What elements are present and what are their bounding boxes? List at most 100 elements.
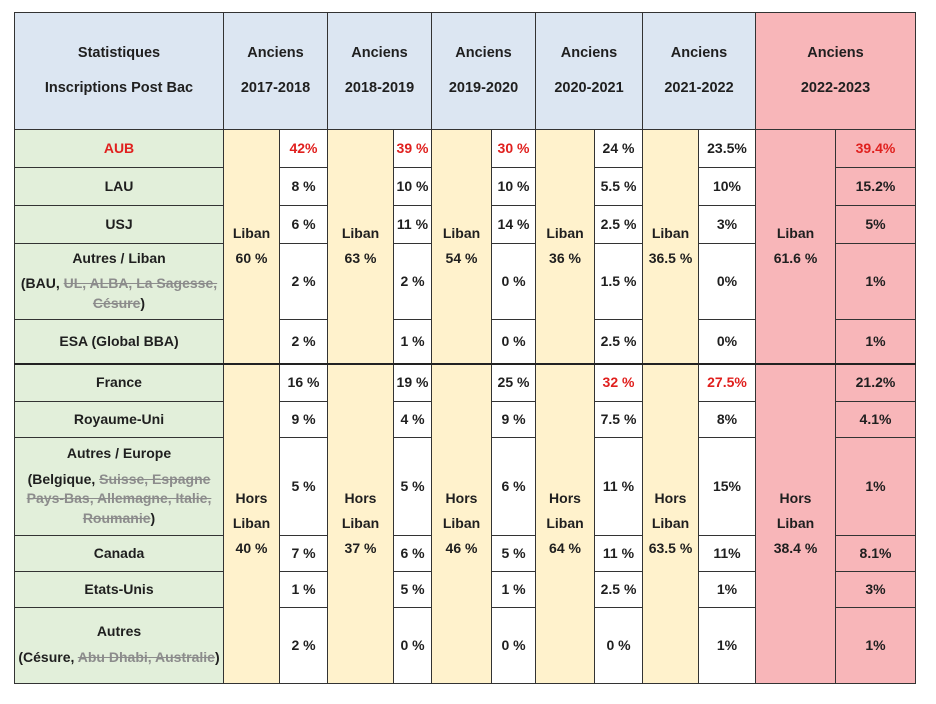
value-cell: 1% [835, 437, 916, 536]
row-label-esa: ESA (Global BBA) [14, 319, 224, 364]
liban-total-2019-2020: Liban 54 % [431, 129, 492, 364]
liban-total-2022-2023: Liban 61.6 % [755, 129, 836, 364]
row-label-royaume-uni: Royaume-Uni [14, 401, 224, 438]
value-cell: 27.5% [698, 362, 756, 402]
value-cell: 24 % [594, 129, 643, 168]
value-cell: 0 % [594, 607, 643, 684]
value-cell: 7 % [279, 535, 328, 572]
value-cell: 14 % [491, 205, 536, 244]
table-row-esa: ESA (Global BBA) 2 % 1 % 0 % 2.5 % 0% 1% [14, 319, 916, 364]
value-cell: 42% [279, 129, 328, 168]
value-cell: 11 % [393, 205, 432, 244]
value-cell: 8 % [279, 167, 328, 206]
value-cell: 21.2% [835, 362, 916, 402]
table-row-aub: AUB Liban 60 % 42% Liban 63 % 39 % Liban… [14, 129, 916, 364]
value-cell: 5% [835, 205, 916, 244]
value-cell: 9 % [279, 401, 328, 438]
value-cell: 4.1% [835, 401, 916, 438]
value-cell: 4 % [393, 401, 432, 438]
table-row-autres-liban: Autres / Liban (BAU, UL, ALBA, La Sagess… [14, 243, 916, 320]
table-row-usj: USJ 6 % 11 % 14 % 2.5 % 3% 5% [14, 205, 916, 244]
value-cell: 0 % [491, 319, 536, 364]
value-cell: 1.5 % [594, 243, 643, 320]
hors-liban-total-2022-2023: Hors Liban 38.4 % [755, 362, 836, 684]
value-cell: 1% [835, 243, 916, 320]
row-label-autres-europe: Autres / Europe (Belgique, Suisse, Espag… [14, 437, 224, 536]
column-header-2020-2021: Anciens 2020-2021 [535, 12, 643, 130]
table-title: Statistiques Inscriptions Post Bac [14, 12, 224, 130]
value-cell: 11% [698, 535, 756, 572]
hors-liban-total-2018-2019: Hors Liban 37 % [327, 362, 394, 684]
value-cell: 2.5 % [594, 205, 643, 244]
value-cell: 39.4% [835, 129, 916, 168]
value-cell: 39 % [393, 129, 432, 168]
row-label-aub: AUB [14, 129, 224, 168]
hors-liban-total-2020-2021: Hors Liban 64 % [535, 362, 595, 684]
row-label-autres-liban: Autres / Liban (BAU, UL, ALBA, La Sagess… [14, 243, 224, 320]
row-sublabel: (BAU, UL, ALBA, La Sagesse, Césure) [20, 275, 218, 311]
column-header-2021-2022: Anciens 2021-2022 [642, 12, 756, 130]
table-row-royaume-uni: Royaume-Uni 9 % 4 % 9 % 7.5 % 8% 4.1% [14, 401, 916, 438]
row-label-etats-unis: Etats-Unis [14, 571, 224, 608]
value-cell: 10% [698, 167, 756, 206]
value-cell: 0% [698, 243, 756, 320]
row-label-canada: Canada [14, 535, 224, 572]
statistics-table: Statistiques Inscriptions Post Bac Ancie… [14, 12, 916, 684]
table-row-autres-europe: Autres / Europe (Belgique, Suisse, Espag… [14, 437, 916, 536]
value-cell: 19 % [393, 362, 432, 402]
title-line-1: Statistiques [77, 45, 161, 61]
table-row-france: France Hors Liban 40 % 16 % Hors Liban 3… [14, 362, 916, 684]
value-cell: 1 % [491, 571, 536, 608]
value-cell: 16 % [279, 362, 328, 402]
value-cell: 2 % [279, 607, 328, 684]
value-cell: 3% [835, 571, 916, 608]
value-cell: 5.5 % [594, 167, 643, 206]
value-cell: 30 % [491, 129, 536, 168]
table-row-autres: Autres (Césure, Abu Dhabi, Australie) 2 … [14, 607, 916, 684]
value-cell: 10 % [393, 167, 432, 206]
table-row-lau: LAU 8 % 10 % 10 % 5.5 % 10% 15.2% [14, 167, 916, 206]
value-cell: 8% [698, 401, 756, 438]
column-header-2018-2019: Anciens 2018-2019 [327, 12, 432, 130]
row-sublabel: (Césure, Abu Dhabi, Australie) [18, 649, 220, 666]
value-cell: 8.1% [835, 535, 916, 572]
column-header-2017-2018: Anciens 2017-2018 [223, 12, 328, 130]
value-cell: 2.5 % [594, 319, 643, 364]
title-line-2: Inscriptions Post Bac [44, 80, 194, 96]
value-cell: 6 % [491, 437, 536, 536]
value-cell: 0% [698, 319, 756, 364]
liban-total-2020-2021: Liban 36 % [535, 129, 595, 364]
column-header-2022-2023: Anciens 2022-2023 [755, 12, 916, 130]
value-cell: 0 % [491, 243, 536, 320]
value-cell: 2 % [279, 243, 328, 320]
row-label-autres: Autres (Césure, Abu Dhabi, Australie) [14, 607, 224, 684]
header-row: Statistiques Inscriptions Post Bac Ancie… [14, 12, 916, 130]
value-cell: 1% [698, 607, 756, 684]
hors-liban-total-2017-2018: Hors Liban 40 % [223, 362, 280, 684]
value-cell: 5 % [393, 437, 432, 536]
value-cell: 1 % [279, 571, 328, 608]
value-cell: 3% [698, 205, 756, 244]
table-row-canada: Canada 7 % 6 % 5 % 11 % 11% 8.1% [14, 535, 916, 572]
row-sublabel: (Belgique, Suisse, Espagne Pays-Bas, All… [26, 470, 212, 526]
column-header-2019-2020: Anciens 2019-2020 [431, 12, 536, 130]
value-cell: 0 % [393, 607, 432, 684]
row-label-france: France [14, 362, 224, 402]
value-cell: 5 % [279, 437, 328, 536]
value-cell: 5 % [393, 571, 432, 608]
liban-total-2021-2022: Liban 36.5 % [642, 129, 699, 364]
value-cell: 32 % [594, 362, 643, 402]
value-cell: 23.5% [698, 129, 756, 168]
table-row-etats-unis: Etats-Unis 1 % 5 % 1 % 2.5 % 1% 3% [14, 571, 916, 608]
value-cell: 2 % [393, 243, 432, 320]
value-cell: 0 % [491, 607, 536, 684]
value-cell: 15.2% [835, 167, 916, 206]
value-cell: 15% [698, 437, 756, 536]
hors-liban-total-2021-2022: Hors Liban 63.5 % [642, 362, 699, 684]
liban-total-2017-2018: Liban 60 % [223, 129, 280, 364]
value-cell: 5 % [491, 535, 536, 572]
value-cell: 9 % [491, 401, 536, 438]
value-cell: 2 % [279, 319, 328, 364]
value-cell: 11 % [594, 535, 643, 572]
value-cell: 7.5 % [594, 401, 643, 438]
